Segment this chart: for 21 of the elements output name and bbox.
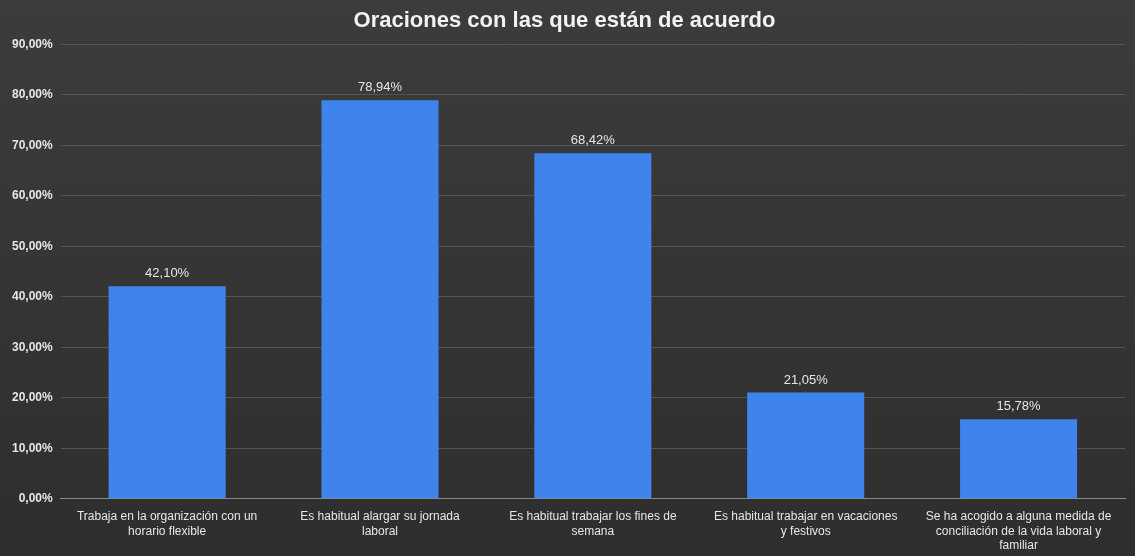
- y-tick-label: 20,00%: [12, 390, 54, 405]
- x-tick-label: Trabaja en la organización con un horario flexible: [76, 509, 258, 538]
- chart-title: Oraciones con las que están de acuerdo: [353, 7, 776, 33]
- y-tick-label: 60,00%: [12, 188, 54, 203]
- x-tick-label: Se ha acogido a alguna medida de conciliación de la vida laboral y familiar: [925, 509, 1112, 553]
- data-label: 78,94%: [357, 79, 403, 95]
- data-label: 21,05%: [783, 371, 829, 387]
- y-tick-label: 50,00%: [12, 238, 54, 253]
- x-tick-label: Es habitual trabajar los fines de semana: [509, 509, 677, 538]
- data-label: 15,78%: [996, 398, 1042, 414]
- y-tick-label: 30,00%: [12, 339, 54, 354]
- x-tick-label: Es habitual alargar su jornada laboral: [300, 509, 461, 538]
- data-label: 42,10%: [145, 265, 190, 281]
- y-tick-label: 10,00%: [12, 440, 54, 455]
- y-tick-label: 0,00%: [18, 491, 54, 506]
- y-tick-label: 80,00%: [12, 87, 54, 102]
- data-label: 68,42%: [570, 132, 616, 148]
- x-tick-label: Es habitual trabajar en vacaciones y festivos: [713, 509, 898, 538]
- y-tick-label: 90,00%: [12, 36, 54, 51]
- y-tick-label: 70,00%: [12, 137, 54, 152]
- y-tick-label: 40,00%: [12, 289, 54, 304]
